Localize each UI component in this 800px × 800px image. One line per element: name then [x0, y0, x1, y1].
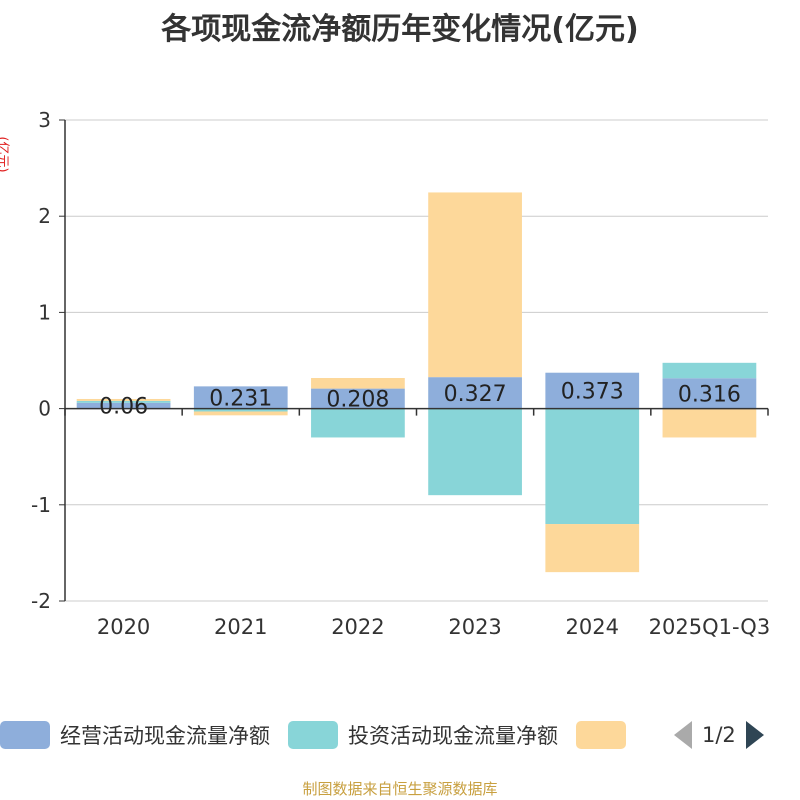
bar-series2-2024: [545, 524, 640, 573]
x-tick-label: 2023: [448, 615, 501, 639]
bar-series1-2021: [193, 408, 288, 412]
y-tick-label: -1: [31, 493, 51, 517]
data-label: 0.373: [561, 380, 624, 405]
bar-series0-2022: [311, 388, 405, 409]
bar-series2-2022: [311, 378, 405, 389]
y-tick-label: -2: [31, 589, 51, 613]
y-tick-label: 0: [38, 397, 51, 421]
grid-lines: [65, 119, 768, 602]
bar-series1-2023: [428, 408, 522, 496]
bar-series0-2021: [193, 386, 288, 409]
legend-page-indicator: 1/2: [702, 723, 736, 747]
y-tick-label: 3: [38, 108, 51, 132]
y-tick-label: 2: [38, 204, 51, 228]
y-tick-label: 1: [38, 300, 51, 324]
legend-label-operating: 经营活动现金流量净额: [60, 724, 270, 748]
bar-series2-2023: [428, 192, 522, 378]
chart-title: 各项现金流净额历年变化情况(亿元): [161, 12, 639, 47]
bar-series1-2022: [311, 408, 405, 438]
x-tick-label: 2022: [331, 615, 384, 639]
data-label: 0.316: [678, 382, 741, 407]
legend-swatch-investing: [288, 721, 338, 749]
source-note: 制图数据来自恒生聚源数据库: [302, 780, 498, 798]
bar-series1-2024: [545, 408, 640, 525]
data-label: 0.06: [99, 395, 148, 420]
legend-label-investing: 投资活动现金流量净额: [348, 724, 558, 748]
data-label: 0.208: [326, 388, 389, 413]
legend-swatch-financing: [576, 721, 626, 749]
bar-series0-2025Q1-Q3: [662, 378, 757, 409]
bar-series0-2023: [428, 377, 522, 409]
bar-series1-2025Q1-Q3: [662, 362, 757, 379]
data-labels: 0.06 0.231 0.208 0.327 0.373 0.316: [99, 380, 741, 420]
bar-series0-2020: [76, 402, 171, 409]
legend-pager: 1/2: [654, 721, 764, 749]
chart-plot: -2 -1 0 1 2 3 2020 2021 2022 2023 2024 2025Q1-Q3 0.…: [31, 108, 770, 639]
legend-next-page-icon[interactable]: [745, 721, 764, 749]
bar-series1-2020: [76, 400, 171, 403]
x-tick-label: 2025Q1-Q3: [649, 615, 771, 639]
x-tick-label: 2020: [97, 615, 150, 639]
legend: 经营活动现金流量净额 投资活动现金流量净额 1/2: [0, 718, 764, 752]
legend-swatch-operating: [0, 721, 50, 749]
bar-series2-2025Q1-Q3: [662, 408, 757, 438]
axes: -2 -1 0 1 2 3 2020 2021 2022 2023 2024 2025Q1-Q3: [31, 108, 770, 639]
x-tick-label: 2021: [214, 615, 267, 639]
legend-item-investing[interactable]: 投资活动现金流量净额: [288, 720, 558, 750]
data-label: 0.327: [444, 382, 507, 407]
bars: [76, 192, 757, 573]
legend-prev-page-icon[interactable]: [674, 721, 692, 749]
x-tick-label: 2024: [566, 615, 619, 639]
bar-series0-2024: [545, 372, 640, 409]
data-label: 0.231: [209, 386, 272, 411]
legend-item-financing[interactable]: [576, 721, 636, 749]
bar-series2-2021: [193, 411, 288, 416]
legend-item-operating[interactable]: 经营活动现金流量净额: [0, 720, 270, 750]
bar-series2-2020: [76, 398, 171, 401]
